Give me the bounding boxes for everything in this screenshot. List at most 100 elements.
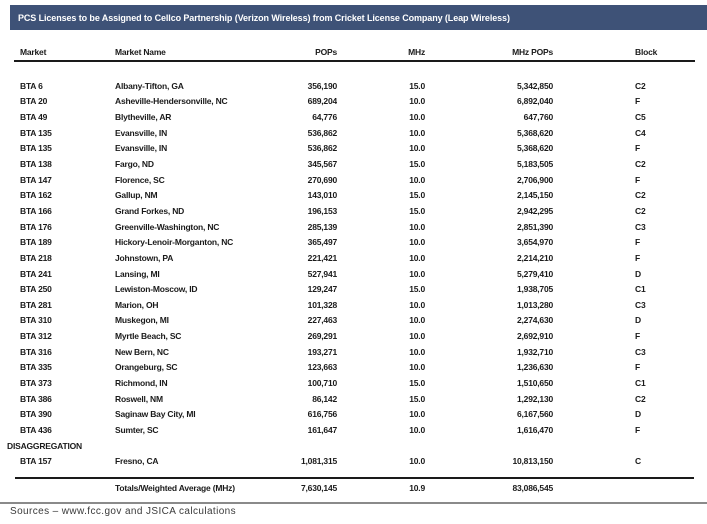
mhz-pops-cell: 3,654,970 bbox=[516, 237, 553, 248]
table-row: BTA 176 Greenville-Washington, NC 285,139 1… bbox=[0, 219, 707, 235]
block-cell: F bbox=[635, 174, 640, 185]
table-row: BTA 281 Marion, OH 101,328 10.0 1,013,280 C3 bbox=[0, 297, 707, 313]
table-row: BTA 138 Fargo, ND 345,567 15.0 5,183,505 C2 bbox=[0, 156, 707, 172]
table-row: BTA 162 Gallup, NM 143,010 15.0 2,145,150 C2 bbox=[0, 187, 707, 203]
market-cell: BTA 135 bbox=[20, 143, 52, 154]
pops-cell: 356,190 bbox=[307, 80, 337, 91]
pops-cell: 365,497 bbox=[307, 237, 337, 248]
pops-cell: 123,663 bbox=[307, 362, 337, 373]
pops-cell: 536,862 bbox=[307, 127, 337, 138]
mhz-cell: 10.0 bbox=[409, 268, 425, 279]
pops-cell: 143,010 bbox=[307, 190, 337, 201]
market-name-cell: Marion, OH bbox=[115, 299, 159, 310]
pops-cell: 270,690 bbox=[307, 174, 337, 185]
market-name-cell: Greenville-Washington, NC bbox=[115, 221, 220, 232]
mhz-pops-cell: 2,692,910 bbox=[516, 331, 553, 342]
table-row: BTA 250 Lewiston-Moscow, ID 129,247 15.0 1,9… bbox=[0, 281, 707, 297]
block-cell: C bbox=[635, 456, 641, 467]
mhz-cell: 10.0 bbox=[409, 424, 425, 435]
pops-cell: 616,756 bbox=[307, 409, 337, 420]
market-name-cell: Johnstown, PA bbox=[115, 252, 174, 263]
mhz-cell: 10.0 bbox=[409, 237, 425, 248]
mhz-pops-cell: 6,892,040 bbox=[516, 96, 553, 107]
block-cell: C5 bbox=[635, 112, 646, 123]
block-cell: F bbox=[635, 96, 640, 107]
block-cell: D bbox=[635, 268, 641, 279]
column-header-market: Market bbox=[20, 47, 47, 57]
table-row: BTA 147 Florence, SC 270,690 10.0 2,706,900 F bbox=[0, 172, 707, 188]
mhz-cell: 15.0 bbox=[409, 377, 425, 388]
market-name-cell: Muskegon, MI bbox=[115, 315, 169, 326]
market-name-cell: Grand Forkes, ND bbox=[115, 205, 185, 216]
mhz-pops-cell: 1,013,280 bbox=[516, 299, 553, 310]
column-header-block: Block bbox=[635, 47, 658, 57]
market-name-cell: Sumter, SC bbox=[115, 424, 159, 435]
market-cell: BTA 166 bbox=[20, 205, 52, 216]
mhz-pops-cell: 5,279,410 bbox=[516, 268, 553, 279]
market-cell: BTA 436 bbox=[20, 424, 52, 435]
block-cell: C3 bbox=[635, 346, 646, 357]
block-cell: F bbox=[635, 362, 640, 373]
column-header-pops: POPs bbox=[315, 47, 337, 57]
market-name-cell: Evansville, IN bbox=[115, 127, 168, 138]
block-cell: D bbox=[635, 409, 641, 420]
market-name-cell: Orangeburg, SC bbox=[115, 362, 178, 373]
table-row: BTA 241 Lansing, MI 527,941 10.0 5,279,410 D bbox=[0, 266, 707, 282]
market-cell: BTA 49 bbox=[20, 112, 48, 123]
mhz-cell: 15.0 bbox=[409, 80, 425, 91]
market-name-cell: Florence, SC bbox=[115, 174, 165, 185]
table-row: BTA 189 Hickory-Lenoir-Morganton, NC 365,4… bbox=[0, 234, 707, 250]
pops-cell: 285,139 bbox=[307, 221, 337, 232]
market-name-cell: Fargo, ND bbox=[115, 159, 154, 170]
mhz-pops-cell: 1,510,650 bbox=[516, 377, 553, 388]
mhz-cell: 10.0 bbox=[409, 456, 425, 467]
market-name-cell: Roswell, NM bbox=[115, 393, 163, 404]
totals-mhz-cell: 10.9 bbox=[409, 483, 425, 493]
mhz-cell: 15.0 bbox=[409, 190, 425, 201]
pops-cell: 221,421 bbox=[307, 252, 337, 263]
mhz-pops-cell: 2,851,390 bbox=[516, 221, 553, 232]
market-cell: BTA 390 bbox=[20, 409, 52, 420]
market-cell: BTA 373 bbox=[20, 377, 52, 388]
market-cell: BTA 312 bbox=[20, 331, 52, 342]
pops-cell: 527,941 bbox=[307, 268, 337, 279]
mhz-pops-cell: 2,942,295 bbox=[516, 205, 553, 216]
pops-cell: 101,328 bbox=[307, 299, 337, 310]
market-name-cell: Hickory-Lenoir-Morganton, NC bbox=[115, 237, 234, 248]
block-cell: C2 bbox=[635, 393, 646, 404]
market-cell: BTA 162 bbox=[20, 190, 52, 201]
mhz-cell: 15.0 bbox=[409, 159, 425, 170]
mhz-cell: 10.0 bbox=[409, 346, 425, 357]
block-cell: C3 bbox=[635, 221, 646, 232]
table-row: BTA 135 Evansville, IN 536,862 10.0 5,368,62… bbox=[0, 141, 707, 157]
mhz-pops-cell: 1,932,710 bbox=[516, 346, 553, 357]
mhz-cell: 10.0 bbox=[409, 96, 425, 107]
mhz-pops-cell: 2,145,150 bbox=[516, 190, 553, 201]
table-row: BTA 316 New Bern, NC 193,271 10.0 1,932,710 C… bbox=[0, 344, 707, 360]
block-cell: F bbox=[635, 237, 640, 248]
mhz-cell: 10.0 bbox=[409, 299, 425, 310]
market-cell: BTA 157 bbox=[20, 456, 52, 467]
mhz-pops-cell: 2,214,210 bbox=[516, 252, 553, 263]
market-name-cell: Saginaw Bay City, MI bbox=[115, 409, 196, 420]
block-cell: C2 bbox=[635, 190, 646, 201]
pops-cell: 193,271 bbox=[307, 346, 337, 357]
table-row: BTA 157 Fresno, CA 1,081,315 10.0 10,813,150… bbox=[0, 453, 707, 469]
bottom-rule bbox=[0, 502, 707, 504]
table-row: BTA 135 Evansville, IN 536,862 10.0 5,368,62… bbox=[0, 125, 707, 141]
mhz-cell: 15.0 bbox=[409, 393, 425, 404]
market-cell: BTA 135 bbox=[20, 127, 52, 138]
table-rows: BTA 6 Albany-Tifton, GA 356,190 15.0 5,342,8… bbox=[0, 78, 707, 469]
mhz-pops-cell: 1,292,130 bbox=[516, 393, 553, 404]
pops-cell: 1,081,315 bbox=[300, 456, 337, 467]
mhz-cell: 10.0 bbox=[409, 362, 425, 373]
section-row: DISAGGREGATION bbox=[0, 438, 707, 454]
table-row: BTA 312 Myrtle Beach, SC 269,291 10.0 2,692,… bbox=[0, 328, 707, 344]
mhz-pops-cell: 10,813,150 bbox=[512, 456, 553, 467]
totals-row: Totals/Weighted Average (MHz) 7,630,145 … bbox=[0, 480, 707, 496]
mhz-cell: 10.0 bbox=[409, 221, 425, 232]
table-title-bar: PCS Licenses to be Assigned to Cellco Pa… bbox=[10, 5, 707, 30]
market-cell: BTA 335 bbox=[20, 362, 52, 373]
market-cell: BTA 310 bbox=[20, 315, 52, 326]
